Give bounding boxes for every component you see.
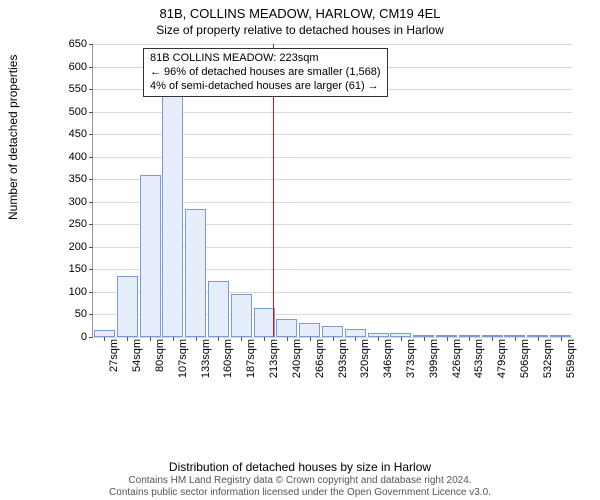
callout-line-2: ← 96% of detached houses are smaller (1,…: [150, 66, 381, 80]
bar: [254, 308, 275, 337]
x-tick-label: 532sqm: [538, 339, 554, 378]
bar: [140, 175, 161, 337]
bar: [208, 281, 229, 337]
y-tick-label: 250: [69, 218, 93, 230]
y-tick-label: 550: [69, 83, 93, 95]
x-tick-label: 27sqm: [104, 339, 120, 372]
footer-attribution: Contains HM Land Registry data © Crown c…: [0, 475, 600, 498]
bar: [299, 323, 320, 337]
x-tick-label: 453sqm: [469, 339, 485, 378]
bar: [117, 276, 138, 337]
bar: [345, 329, 366, 337]
callout-line-3: 4% of semi-detached houses are larger (6…: [150, 80, 381, 94]
callout-line-1: 81B COLLINS MEADOW: 223sqm: [150, 52, 381, 66]
page-title: 81B, COLLINS MEADOW, HARLOW, CM19 4EL: [0, 0, 600, 21]
x-tick-label: 399sqm: [424, 339, 440, 378]
y-tick-label: 0: [81, 331, 93, 343]
x-tick-label: 107sqm: [173, 339, 189, 378]
y-tick-label: 150: [69, 263, 93, 275]
x-tick-label: 160sqm: [218, 339, 234, 378]
y-tick-label: 400: [69, 151, 93, 163]
y-tick-label: 350: [69, 173, 93, 185]
marker-callout: 81B COLLINS MEADOW: 223sqm ← 96% of deta…: [143, 48, 388, 97]
y-tick-label: 300: [69, 196, 93, 208]
x-tick-label: 133sqm: [196, 339, 212, 378]
y-tick-label: 650: [69, 38, 93, 50]
bar: [322, 326, 343, 337]
bar: [185, 209, 206, 337]
x-tick-label: 559sqm: [561, 339, 577, 378]
x-tick-label: 187sqm: [241, 339, 257, 378]
y-tick-label: 100: [69, 286, 93, 298]
y-tick-label: 450: [69, 128, 93, 140]
x-tick-label: 54sqm: [127, 339, 143, 372]
y-tick-label: 50: [75, 308, 93, 320]
footer-line-2: Contains public sector information licen…: [0, 487, 600, 499]
x-tick-label: 320sqm: [355, 339, 371, 378]
bar: [231, 294, 252, 337]
x-axis-label: Distribution of detached houses by size …: [0, 460, 600, 474]
chart-region: 0501001502002503003504004505005506006502…: [58, 44, 578, 396]
y-tick-label: 500: [69, 106, 93, 118]
x-tick-label: 346sqm: [378, 339, 394, 378]
bar: [162, 94, 183, 337]
subtitle: Size of property relative to detached ho…: [0, 21, 600, 37]
x-tick-label: 426sqm: [447, 339, 463, 378]
x-tick-label: 266sqm: [310, 339, 326, 378]
x-tick-label: 293sqm: [333, 339, 349, 378]
x-tick-label: 506sqm: [515, 339, 531, 378]
y-tick-label: 600: [69, 61, 93, 73]
bar: [94, 330, 115, 337]
bar: [276, 319, 297, 337]
x-tick-label: 240sqm: [287, 339, 303, 378]
x-tick-label: 373sqm: [401, 339, 417, 378]
y-tick-label: 200: [69, 241, 93, 253]
x-tick-label: 479sqm: [492, 339, 508, 378]
x-tick-label: 80sqm: [150, 339, 166, 372]
gridline: [93, 44, 572, 45]
y-axis-label: Number of detached properties: [6, 55, 20, 220]
plot-area: 0501001502002503003504004505005506006502…: [92, 44, 572, 338]
x-tick-label: 213sqm: [264, 339, 280, 378]
footer-line-1: Contains HM Land Registry data © Crown c…: [0, 475, 600, 487]
